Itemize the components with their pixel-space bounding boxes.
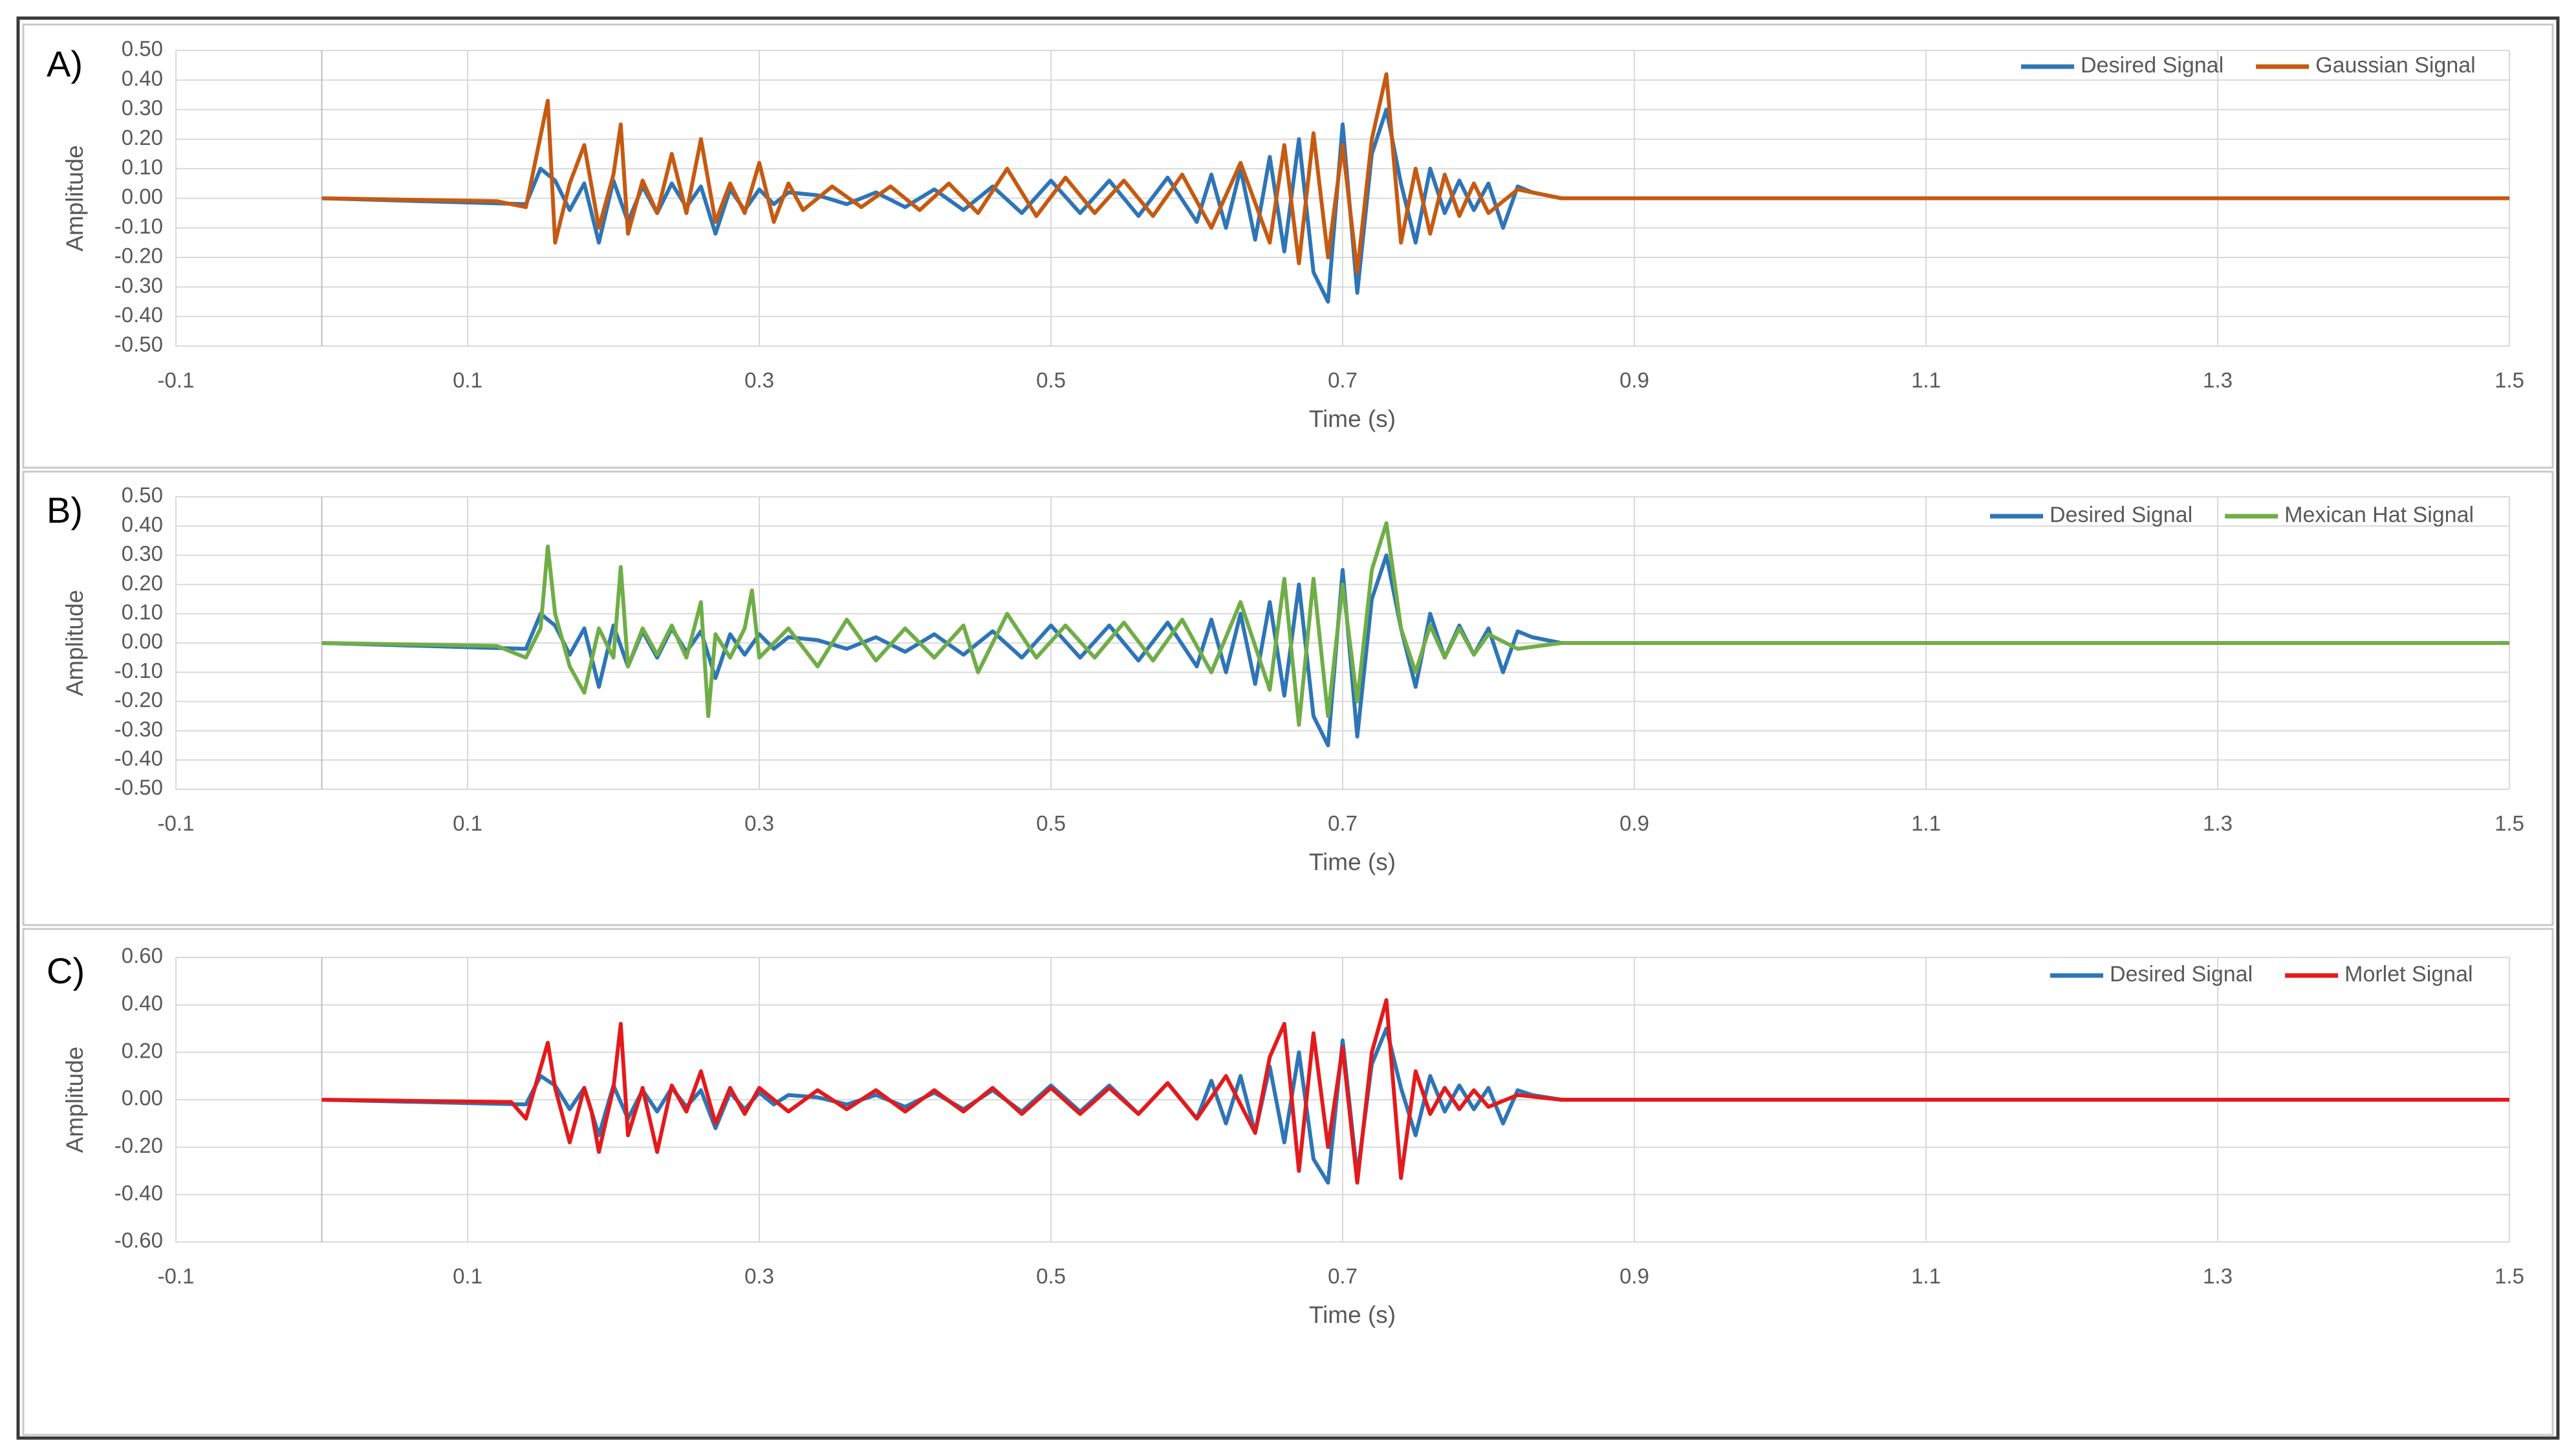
x-tick-label: 0.1 xyxy=(453,811,482,835)
legend-label: Mexican Hat Signal xyxy=(2284,503,2474,527)
y-tick-label: 0.40 xyxy=(122,991,163,1015)
x-tick-label: 0.9 xyxy=(1619,368,1649,392)
x-tick-label: 1.5 xyxy=(2495,1264,2524,1288)
y-tick-label: 0.20 xyxy=(122,1038,163,1062)
y-tick-label: 0.40 xyxy=(122,512,163,536)
series-line-2 xyxy=(321,72,2509,274)
y-tick-label: 0.10 xyxy=(122,600,163,624)
x-tick-label: 0.5 xyxy=(1036,368,1066,392)
y-tick-label: 0.60 xyxy=(122,944,163,968)
x-tick-label: 0.9 xyxy=(1619,811,1649,835)
series-line-2 xyxy=(321,998,2509,1185)
x-tick-label: -0.1 xyxy=(158,1264,195,1288)
y-tick-label: -0.40 xyxy=(114,1181,163,1205)
y-tick-label: 0.30 xyxy=(122,541,163,565)
legend-label: Desired Signal xyxy=(2081,53,2224,78)
chart-panel-3: 0.60 0.40 0.20 0.00 -0.20 -0.40 -0.60 -0.1 0.1 0.… xyxy=(22,928,2554,1436)
y-tick-label: -0.50 xyxy=(114,776,163,800)
x-axis-title: Time (s) xyxy=(1309,849,1396,875)
y-tick-label: 0.00 xyxy=(122,184,163,208)
y-tick-label: -0.20 xyxy=(114,1133,163,1157)
x-tick-label: 1.5 xyxy=(2495,811,2524,835)
x-tick-label: -0.1 xyxy=(158,368,195,392)
panel-label: B) xyxy=(47,490,83,530)
x-tick-label: 0.7 xyxy=(1328,368,1358,392)
y-tick-label: 0.20 xyxy=(122,571,163,595)
panel-label: A) xyxy=(47,43,83,84)
series-line-2 xyxy=(321,521,2509,727)
x-tick-label: 0.9 xyxy=(1619,1264,1649,1288)
x-tick-label: 1.5 xyxy=(2495,368,2524,392)
legend-label: Desired Signal xyxy=(2050,503,2192,527)
y-tick-label: 0.40 xyxy=(122,66,163,90)
y-tick-label: 0.00 xyxy=(122,1086,163,1110)
x-tick-label: 1.1 xyxy=(1911,1264,1941,1288)
legend: Desired Signal Morlet Signal xyxy=(2050,962,2473,987)
y-tick-label: -0.30 xyxy=(114,717,163,741)
x-tick-label: 0.5 xyxy=(1036,811,1066,835)
legend-label: Gaussian Signal xyxy=(2315,53,2476,78)
x-tick-label: 0.7 xyxy=(1328,811,1358,835)
x-tick-label: 1.1 xyxy=(1911,368,1941,392)
y-axis-title: Amplitude xyxy=(61,1047,88,1153)
panel-frame xyxy=(22,23,2554,469)
y-tick-label: -0.30 xyxy=(114,273,163,297)
x-tick-label: 0.1 xyxy=(453,368,482,392)
y-tick-label: 0.30 xyxy=(122,96,163,120)
y-tick-label: -0.20 xyxy=(114,688,163,712)
y-tick-label: 0.10 xyxy=(122,155,163,179)
y-tick-label: -0.10 xyxy=(114,214,163,238)
y-tick-label: -0.50 xyxy=(114,333,163,356)
x-tick-label: 0.7 xyxy=(1328,1264,1358,1288)
panel-label: C) xyxy=(47,950,85,991)
legend-label: Desired Signal xyxy=(2110,962,2253,987)
y-tick-label: 0.50 xyxy=(122,483,163,507)
y-tick-label: -0.20 xyxy=(114,244,163,268)
y-axis-title: Amplitude xyxy=(61,590,88,697)
y-tick-label: -0.10 xyxy=(114,659,163,682)
y-tick-label: 0.00 xyxy=(122,629,163,653)
x-axis-title: Time (s) xyxy=(1309,1302,1396,1328)
legend-label: Morlet Signal xyxy=(2344,962,2473,987)
x-tick-label: 1.3 xyxy=(2203,1264,2233,1288)
x-tick-label: 1.1 xyxy=(1911,811,1941,835)
y-tick-label: 0.50 xyxy=(122,37,163,61)
chart-panel-2: 0.50 0.40 0.30 0.20 0.10 0.00 -0.10 -0.20 -0.30 -… xyxy=(22,470,2554,926)
y-tick-label: -0.60 xyxy=(114,1228,163,1252)
legend: Desired Signal Mexican Hat Signal xyxy=(1990,503,2474,527)
x-tick-label: 1.3 xyxy=(2203,368,2233,392)
x-tick-label: -0.1 xyxy=(158,811,195,835)
x-tick-label: 0.3 xyxy=(744,368,774,392)
x-tick-label: 0.5 xyxy=(1036,1264,1066,1288)
y-tick-label: -0.40 xyxy=(114,303,163,327)
x-tick-label: 0.3 xyxy=(744,811,774,835)
x-tick-label: 0.1 xyxy=(453,1264,482,1288)
x-tick-label: 0.3 xyxy=(744,1264,774,1288)
y-axis-title: Amplitude xyxy=(61,145,88,252)
y-tick-label: -0.40 xyxy=(114,747,163,770)
panel-frame xyxy=(22,928,2554,1436)
figure-border xyxy=(16,16,2560,1440)
x-axis-title: Time (s) xyxy=(1309,406,1396,432)
x-tick-label: 1.3 xyxy=(2203,811,2233,835)
legend: Desired Signal Gaussian Signal xyxy=(2021,53,2476,78)
y-tick-label: 0.20 xyxy=(122,125,163,149)
chart-panel-1: 0.50 0.40 0.30 0.20 0.10 0.00 -0.10 -0.20 -0.30 -… xyxy=(22,23,2554,469)
panel-frame xyxy=(22,470,2554,926)
